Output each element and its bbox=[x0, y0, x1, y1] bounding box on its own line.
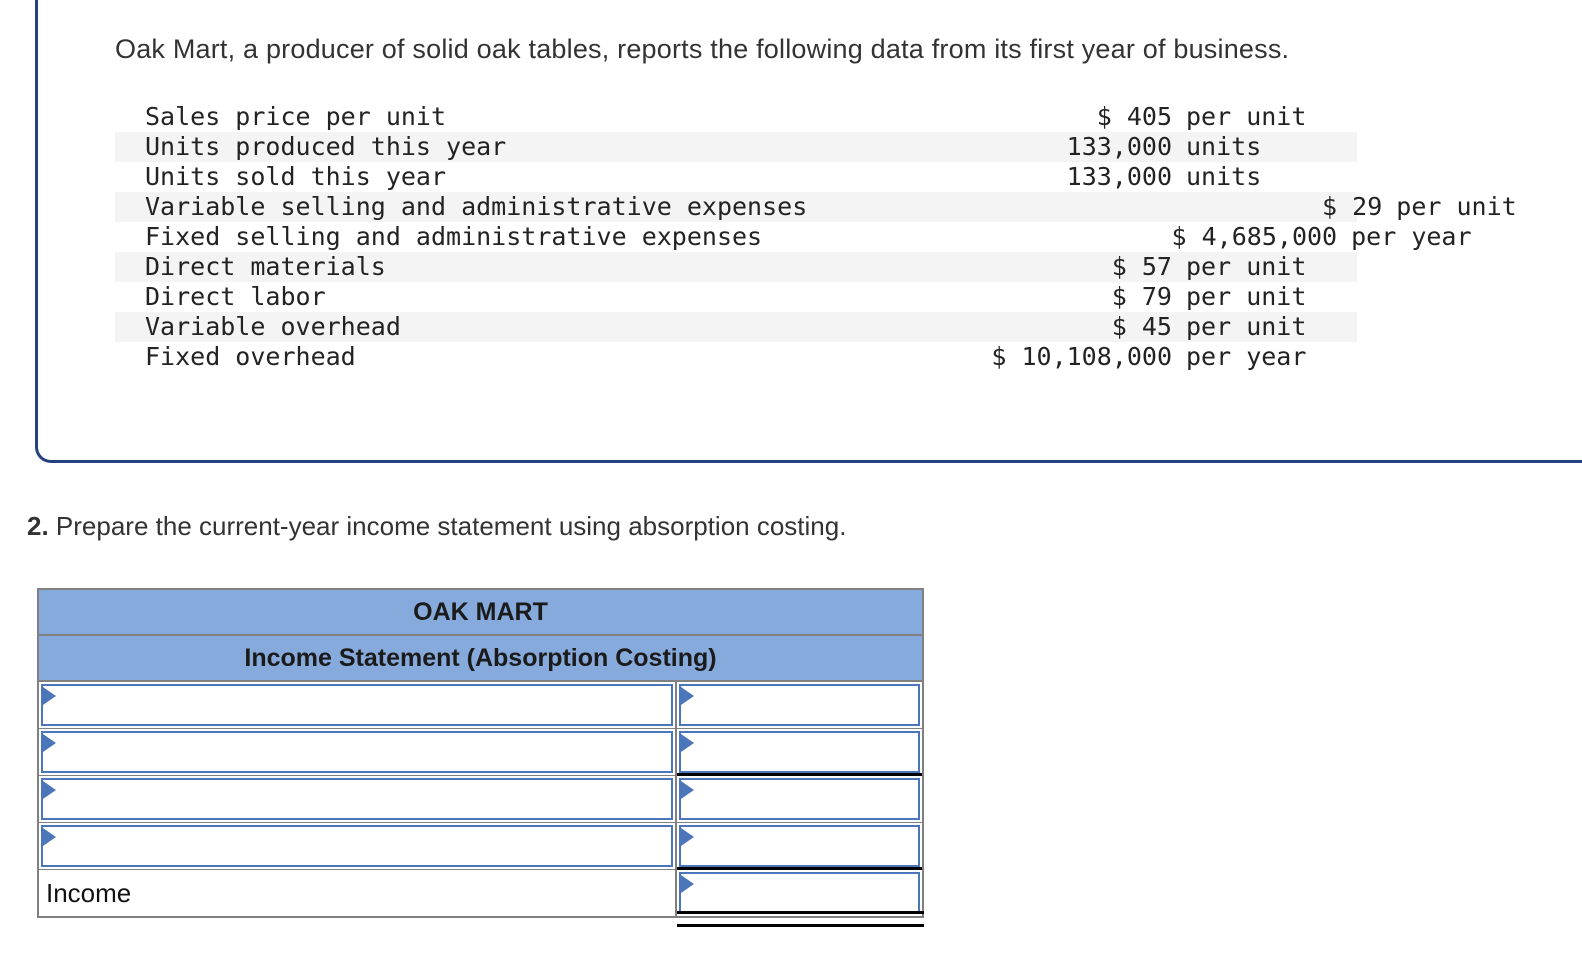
income-row-label: Income bbox=[46, 877, 132, 908]
statement-title-header: Income Statement (Absorption Costing) bbox=[39, 636, 922, 682]
question-text: 2. Prepare the current-year income state… bbox=[27, 511, 1582, 542]
data-label: Units produced this year bbox=[145, 132, 507, 161]
data-unit: per year bbox=[1351, 222, 1472, 251]
question-body: Prepare the current-year income statemen… bbox=[55, 511, 847, 541]
statement-label-cell bbox=[39, 729, 675, 775]
statement-amount-cell bbox=[675, 776, 922, 822]
data-amount: 133,000 bbox=[1066, 132, 1172, 161]
data-label: Variable selling and administrative expe… bbox=[145, 192, 808, 221]
statement-amount-input[interactable] bbox=[679, 825, 920, 867]
statement-label-dropdown[interactable] bbox=[41, 778, 673, 820]
data-amount: $ 79 bbox=[1111, 282, 1172, 311]
dropdown-marker-icon bbox=[681, 734, 694, 752]
data-row: Units sold this year 133,000 units bbox=[115, 162, 1357, 192]
statement-label-dropdown[interactable] bbox=[41, 731, 673, 773]
data-label: Units sold this year bbox=[145, 162, 447, 191]
dropdown-marker-icon bbox=[43, 828, 56, 846]
statement-amount-cell bbox=[675, 729, 922, 776]
dropdown-marker-icon bbox=[681, 828, 694, 846]
statement-amount-input[interactable] bbox=[679, 684, 920, 726]
data-amount: $ 10,108,000 bbox=[991, 342, 1172, 371]
problem-statement-text: Oak Mart, a producer of solid oak tables… bbox=[115, 34, 1290, 64]
data-amount: $ 45 bbox=[1111, 312, 1172, 341]
problem-statement-card: Oak Mart, a producer of solid oak tables… bbox=[35, 0, 1582, 463]
data-row: Fixed overhead $ 10,108,000 per year bbox=[115, 342, 1357, 372]
given-data-table: Sales price per unit $ 405 per unit Units … bbox=[115, 102, 1517, 372]
data-label: Variable overhead bbox=[145, 312, 401, 341]
data-row: Direct labor $ 79 per unit bbox=[115, 282, 1357, 312]
statement-label-cell bbox=[39, 823, 675, 869]
dropdown-marker-icon bbox=[681, 687, 694, 705]
question-number: 2. bbox=[27, 511, 49, 541]
data-label: Direct labor bbox=[145, 282, 326, 311]
dropdown-marker-icon bbox=[43, 734, 56, 752]
dropdown-marker-icon bbox=[43, 781, 56, 799]
income-amount-input[interactable] bbox=[679, 872, 920, 914]
income-statement-table: OAK MART Income Statement (Absorption Co… bbox=[37, 588, 924, 927]
statement-label-dropdown[interactable] bbox=[41, 684, 673, 726]
statement-label-cell bbox=[39, 682, 675, 728]
data-unit: per unit bbox=[1396, 192, 1517, 221]
dropdown-marker-icon bbox=[43, 687, 56, 705]
data-unit: per unit bbox=[1186, 252, 1307, 281]
statement-row bbox=[39, 728, 922, 776]
data-row: Sales price per unit $ 405 per unit bbox=[115, 102, 1357, 132]
data-label: Fixed overhead bbox=[145, 342, 356, 371]
data-unit: per unit bbox=[1186, 102, 1307, 131]
statement-amount-input[interactable] bbox=[679, 778, 920, 820]
data-amount: $ 29 bbox=[1322, 192, 1383, 221]
data-row: Fixed selling and administrative expense… bbox=[115, 222, 1472, 252]
data-row: Direct materials $ 57 per unit bbox=[115, 252, 1357, 282]
statement-company-header: OAK MART bbox=[39, 590, 922, 636]
data-amount: $ 57 bbox=[1111, 252, 1172, 281]
statement-label-cell bbox=[39, 776, 675, 822]
data-row: Variable overhead $ 45 per unit bbox=[115, 312, 1357, 342]
data-row: Variable selling and administrative expe… bbox=[115, 192, 1517, 222]
data-unit: per unit bbox=[1186, 312, 1307, 341]
data-amount: $ 4,685,000 bbox=[1171, 222, 1338, 251]
data-amount: $ 405 bbox=[1096, 102, 1172, 131]
data-unit: units bbox=[1186, 162, 1262, 191]
data-label: Sales price per unit bbox=[145, 102, 447, 131]
statement-row bbox=[39, 682, 922, 728]
statement-row bbox=[39, 822, 922, 870]
data-unit: per year bbox=[1186, 342, 1307, 371]
statement-amount-cell bbox=[675, 682, 922, 728]
statement-amount-cell bbox=[675, 870, 924, 927]
data-label: Fixed selling and administrative expense… bbox=[145, 222, 763, 251]
data-unit: units bbox=[1186, 132, 1262, 161]
statement-income-row: Income bbox=[39, 869, 924, 927]
statement-amount-cell bbox=[675, 823, 922, 870]
statement-row bbox=[39, 775, 922, 822]
data-amount: 133,000 bbox=[1066, 162, 1172, 191]
statement-amount-input[interactable] bbox=[679, 731, 920, 773]
dropdown-marker-icon bbox=[681, 875, 694, 893]
statement-label-dropdown[interactable] bbox=[41, 825, 673, 867]
data-label: Direct materials bbox=[145, 252, 386, 281]
data-unit: per unit bbox=[1186, 282, 1307, 311]
dropdown-marker-icon bbox=[681, 781, 694, 799]
data-row: Units produced this year 133,000 units bbox=[115, 132, 1357, 162]
